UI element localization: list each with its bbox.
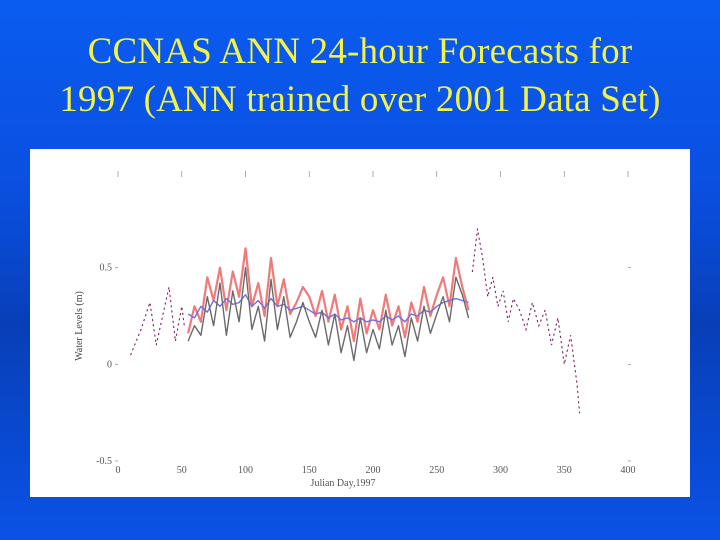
- x-tick-label: 300: [493, 465, 508, 476]
- series-line-4: [130, 286, 185, 356]
- slide-title-line-2: 1997 (ANN trained over 2001 Data Set): [59, 79, 661, 120]
- chart-panel: 0 50 100 150 200 250 300 350 400 -0.5 0 0.5 Julian …: [30, 149, 690, 497]
- slide-title: CCNAS ANN 24-hour Forecasts for 1997 (AN…: [0, 28, 720, 124]
- x-tick-label: 100: [238, 465, 253, 476]
- x-axis-label: Julian Day,1997: [311, 478, 376, 489]
- y-tick-label: -0.5: [96, 456, 112, 467]
- series-layer: [130, 228, 581, 414]
- water-level-chart: 0 50 100 150 200 250 300 350 400 -0.5 0 0.5 Julian …: [74, 171, 636, 489]
- series-line-1: [187, 247, 470, 343]
- y-tick-label: 0: [107, 359, 112, 370]
- axis-layer: 0 50 100 150 200 250 300 350 400 -0.5 0 0.5: [96, 171, 636, 476]
- x-tick-label: 50: [177, 465, 187, 476]
- x-tick-label: 400: [621, 465, 636, 476]
- x-tick-label: 0: [116, 465, 121, 476]
- x-tick-label: 150: [302, 465, 317, 476]
- x-tick-label: 200: [366, 465, 381, 476]
- y-tick-label: 0.5: [100, 263, 113, 274]
- x-tick-label: 350: [557, 465, 572, 476]
- y-axis-label: Water Levels (m): [74, 291, 85, 361]
- series-line-3: [187, 266, 470, 362]
- x-tick-label: 250: [429, 465, 444, 476]
- slide-title-line-1: CCNAS ANN 24-hour Forecasts for: [87, 31, 633, 72]
- series-line-5: [471, 228, 581, 414]
